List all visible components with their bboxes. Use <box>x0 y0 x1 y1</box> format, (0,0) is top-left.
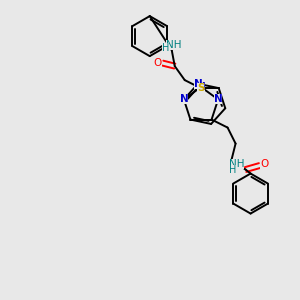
Text: N: N <box>179 94 188 104</box>
Text: N: N <box>214 94 223 104</box>
Text: N: N <box>196 82 206 92</box>
Text: NH: NH <box>166 40 182 50</box>
Text: NH: NH <box>229 159 244 169</box>
Text: O: O <box>260 159 269 169</box>
Text: H: H <box>162 43 169 53</box>
Text: N: N <box>194 79 203 89</box>
Text: S: S <box>197 83 205 93</box>
Text: H: H <box>229 165 236 175</box>
Text: O: O <box>154 58 162 68</box>
